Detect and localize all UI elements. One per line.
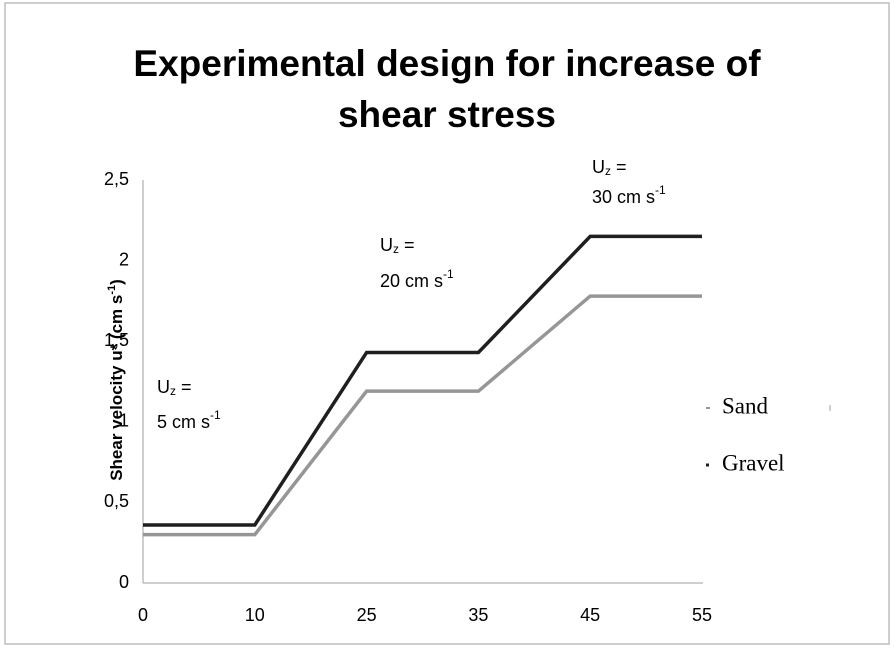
x-tick-label: 25 xyxy=(357,605,377,625)
annotation-sup: -1 xyxy=(443,267,454,281)
x-tick-label: 0 xyxy=(138,605,148,625)
annotation: 5 cm s-1 xyxy=(157,408,221,432)
annotation-text: U xyxy=(157,377,170,397)
x-tick-label: 45 xyxy=(580,605,600,625)
legend-label: Gravel xyxy=(722,450,785,475)
x-tick-label: 55 xyxy=(692,605,712,625)
chart-title: Experimental design for increase of xyxy=(133,43,761,84)
annotation-sub: z xyxy=(393,242,399,256)
x-tick-label: 10 xyxy=(245,605,265,625)
y-tick-label: 1,5 xyxy=(104,330,129,350)
annotation-text: U xyxy=(380,235,393,255)
y-tick-label: 2,5 xyxy=(104,169,129,189)
y-tick-label: 0,5 xyxy=(104,491,129,511)
annotation-text: = xyxy=(399,235,415,255)
annotation-text: U xyxy=(592,157,605,177)
annotation-sup: -1 xyxy=(655,183,666,197)
chart-title: shear stress xyxy=(338,94,556,135)
chart-frame xyxy=(4,2,890,645)
legend-mark xyxy=(829,405,831,411)
y-tick-label: 0 xyxy=(119,572,129,592)
annotation-text: = xyxy=(176,377,192,397)
y-axis-label-text: ) xyxy=(107,279,126,285)
annotation-sup: -1 xyxy=(210,408,221,422)
line-series xyxy=(143,234,702,527)
y-axis-label-text: Shear velocity u* (cm s xyxy=(107,295,126,481)
annotation-text: = xyxy=(611,157,627,177)
annotation: Uz = xyxy=(592,157,627,178)
annotation-sub: z xyxy=(170,384,176,398)
annotation: Uz = xyxy=(157,377,192,398)
annotation-text: 5 cm s xyxy=(157,412,210,432)
annotation-text: 20 cm s xyxy=(380,271,443,291)
y-tick-label: 1 xyxy=(119,411,129,431)
y-tick-label: 2 xyxy=(119,249,129,269)
annotation: Uz = xyxy=(380,235,415,256)
annotation: 30 cm s-1 xyxy=(592,183,666,207)
line-series xyxy=(143,294,702,537)
legend-marker xyxy=(706,463,709,467)
y-axis-label: Shear velocity u* (cm s-1) xyxy=(106,279,127,481)
annotation-text: 30 cm s xyxy=(592,187,655,207)
x-tick-label: 35 xyxy=(468,605,488,625)
legend-label: Sand xyxy=(722,393,769,418)
legend-marker xyxy=(706,407,710,409)
annotation-sub: z xyxy=(605,164,611,178)
annotation: 20 cm s-1 xyxy=(380,267,454,291)
y-axis-label-sup: -1 xyxy=(106,285,118,295)
